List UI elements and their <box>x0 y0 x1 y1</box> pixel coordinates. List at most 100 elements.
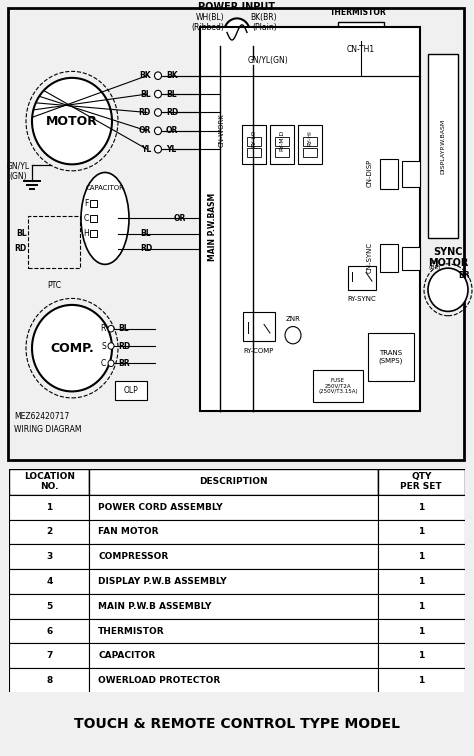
Bar <box>9 494 89 519</box>
Bar <box>9 569 89 594</box>
Circle shape <box>108 342 114 349</box>
Bar <box>402 161 420 187</box>
Text: CN-SYNC: CN-SYNC <box>367 242 373 273</box>
Text: 4: 4 <box>46 577 53 586</box>
Text: CAPACITOR: CAPACITOR <box>86 185 125 191</box>
Text: OWERLOAD PROTECTOR: OWERLOAD PROTECTOR <box>98 676 220 685</box>
Text: THERMISTOR: THERMISTOR <box>98 627 165 636</box>
Bar <box>90 200 97 206</box>
Text: BR: BR <box>118 359 129 368</box>
Text: TOUCH & REMOTE CONTROL TYPE MODEL: TOUCH & REMOTE CONTROL TYPE MODEL <box>74 717 400 731</box>
Text: RY-SYNC: RY-SYNC <box>347 296 376 302</box>
Circle shape <box>155 109 162 116</box>
Text: 1: 1 <box>418 552 424 561</box>
Text: BL: BL <box>140 229 151 238</box>
Bar <box>89 469 378 494</box>
Bar <box>298 125 322 164</box>
Circle shape <box>108 360 114 367</box>
Bar <box>341 31 348 39</box>
Text: RY-COMP: RY-COMP <box>244 349 274 354</box>
Text: RD: RD <box>139 108 151 117</box>
Circle shape <box>155 72 162 79</box>
Bar <box>380 244 398 272</box>
Bar <box>9 469 89 494</box>
Text: RD: RD <box>140 244 152 253</box>
Text: R: R <box>100 324 106 333</box>
Text: 1: 1 <box>46 503 53 512</box>
Bar <box>89 569 378 594</box>
Text: QTY
PER SET: QTY PER SET <box>401 472 442 491</box>
Text: CAPACITOR: CAPACITOR <box>98 652 155 660</box>
Text: WH(BL): WH(BL) <box>196 13 224 22</box>
Bar <box>380 159 398 189</box>
Circle shape <box>224 18 250 47</box>
Text: MOTOR: MOTOR <box>46 115 98 128</box>
Text: POWER INPUT: POWER INPUT <box>199 2 275 12</box>
Bar <box>243 312 275 341</box>
Text: OR: OR <box>174 214 186 223</box>
Text: 5: 5 <box>46 602 53 611</box>
Text: FAN MOTOR: FAN MOTOR <box>98 528 159 537</box>
Bar <box>378 643 465 668</box>
Bar <box>9 594 89 618</box>
Bar <box>351 31 358 39</box>
Text: 8: 8 <box>46 676 53 685</box>
Text: 3: 3 <box>46 552 53 561</box>
Text: C: C <box>84 214 89 223</box>
Text: COMP.: COMP. <box>50 342 94 355</box>
Text: BK: BK <box>166 71 178 80</box>
Text: BL: BL <box>166 89 177 98</box>
Bar <box>313 370 363 402</box>
Text: (Plain): (Plain) <box>253 23 277 32</box>
Text: SYNC
MOTOR: SYNC MOTOR <box>428 246 468 268</box>
Text: BL: BL <box>140 89 151 98</box>
Bar <box>89 544 378 569</box>
Bar <box>428 54 458 238</box>
Bar <box>9 519 89 544</box>
Text: 1: 1 <box>418 652 424 660</box>
Text: BK: BK <box>139 71 151 80</box>
Text: 1: 1 <box>418 577 424 586</box>
Circle shape <box>32 305 112 392</box>
Text: DISPLAY P.W.B ASSEMBLY: DISPLAY P.W.B ASSEMBLY <box>98 577 227 586</box>
Text: COMPRESSOR: COMPRESSOR <box>98 552 168 561</box>
Text: MAIN P.W.BASM: MAIN P.W.BASM <box>209 193 218 261</box>
Circle shape <box>32 78 112 164</box>
Text: 2: 2 <box>46 528 53 537</box>
Bar <box>89 668 378 693</box>
Bar <box>247 138 261 146</box>
Bar <box>303 148 317 156</box>
Bar <box>242 125 266 164</box>
Text: 6: 6 <box>46 627 53 636</box>
Text: ZNR: ZNR <box>285 316 301 322</box>
Bar <box>200 27 420 411</box>
Circle shape <box>428 268 468 311</box>
Bar <box>378 519 465 544</box>
Text: GN/YL
(GN): GN/YL (GN) <box>7 161 29 181</box>
Bar <box>378 469 465 494</box>
Text: 1: 1 <box>418 602 424 611</box>
Text: CN-WORK: CN-WORK <box>219 113 225 147</box>
Bar <box>90 231 97 237</box>
Bar <box>89 643 378 668</box>
Bar <box>9 643 89 668</box>
Text: LOCATION
NO.: LOCATION NO. <box>24 472 75 491</box>
Bar <box>371 31 378 39</box>
Bar <box>89 519 378 544</box>
Circle shape <box>155 145 162 153</box>
Text: CN-TH1: CN-TH1 <box>347 45 375 54</box>
Bar <box>28 216 80 268</box>
Ellipse shape <box>81 172 129 265</box>
Text: WH
(BL): WH (BL) <box>429 259 441 271</box>
Circle shape <box>155 127 162 135</box>
Bar <box>378 544 465 569</box>
Text: H: H <box>83 229 89 238</box>
Bar <box>9 544 89 569</box>
Text: RD: RD <box>166 108 178 117</box>
Text: RY-LO: RY-LO <box>252 130 256 147</box>
Bar <box>89 594 378 618</box>
Text: YL: YL <box>141 144 151 153</box>
Text: F: F <box>85 199 89 208</box>
Circle shape <box>108 326 114 332</box>
Text: 1: 1 <box>418 676 424 685</box>
